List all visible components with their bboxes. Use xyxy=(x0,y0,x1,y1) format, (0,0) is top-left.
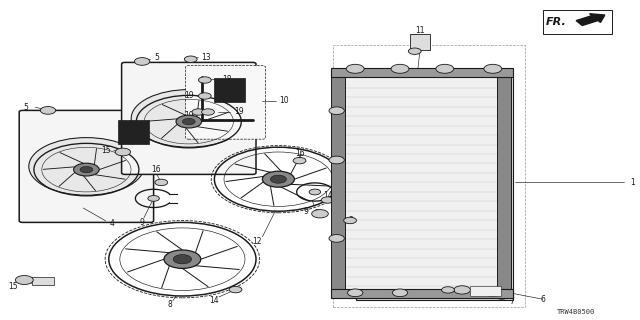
Circle shape xyxy=(262,171,294,187)
Text: 10: 10 xyxy=(279,96,289,105)
Text: 15: 15 xyxy=(8,282,18,291)
Text: 7: 7 xyxy=(509,297,515,306)
Circle shape xyxy=(454,286,470,294)
Text: 14: 14 xyxy=(323,191,333,200)
Text: 17: 17 xyxy=(415,36,425,45)
Text: 16: 16 xyxy=(294,149,305,158)
Bar xyxy=(32,277,54,285)
Text: 9: 9 xyxy=(303,207,308,216)
Circle shape xyxy=(173,255,191,264)
Circle shape xyxy=(309,189,321,195)
Bar xyxy=(543,10,612,34)
Text: 14: 14 xyxy=(209,296,220,305)
Circle shape xyxy=(229,286,242,293)
Circle shape xyxy=(346,64,364,73)
Circle shape xyxy=(164,250,201,268)
Bar xyxy=(497,70,511,294)
Circle shape xyxy=(270,175,287,183)
Text: 9: 9 xyxy=(140,218,145,227)
FancyBboxPatch shape xyxy=(19,110,154,222)
Circle shape xyxy=(484,64,502,73)
Text: TRW4B0500: TRW4B0500 xyxy=(557,309,595,315)
Circle shape xyxy=(80,166,93,173)
Circle shape xyxy=(202,109,214,115)
Circle shape xyxy=(391,64,409,73)
Bar xyxy=(118,120,149,144)
Text: 12: 12 xyxy=(253,237,262,246)
Circle shape xyxy=(312,210,328,218)
Circle shape xyxy=(344,217,356,224)
Circle shape xyxy=(176,115,202,128)
Text: 19: 19 xyxy=(234,108,244,116)
Bar xyxy=(331,68,513,77)
Circle shape xyxy=(436,64,454,73)
Circle shape xyxy=(131,90,246,147)
Circle shape xyxy=(74,163,99,176)
Text: 8: 8 xyxy=(167,300,172,309)
Circle shape xyxy=(155,179,168,186)
Text: 1: 1 xyxy=(630,178,635,187)
Circle shape xyxy=(329,235,344,242)
FancyBboxPatch shape xyxy=(186,66,266,139)
Text: 5: 5 xyxy=(154,53,159,62)
Bar xyxy=(470,286,501,296)
Circle shape xyxy=(184,56,197,62)
Circle shape xyxy=(485,289,500,297)
Text: 19: 19 xyxy=(184,111,194,120)
Circle shape xyxy=(198,93,211,99)
Text: 19: 19 xyxy=(184,92,194,100)
Text: 13: 13 xyxy=(201,53,211,62)
Circle shape xyxy=(29,138,144,195)
Text: FR.: FR. xyxy=(545,17,566,27)
Text: 6: 6 xyxy=(540,295,545,304)
FancyBboxPatch shape xyxy=(122,62,256,174)
Circle shape xyxy=(392,289,408,297)
Bar xyxy=(356,76,513,300)
Bar xyxy=(331,289,513,298)
Circle shape xyxy=(198,77,211,83)
Text: 3: 3 xyxy=(348,216,353,225)
Text: 11: 11 xyxy=(415,26,424,35)
Bar xyxy=(342,70,499,294)
Text: 16: 16 xyxy=(150,165,161,174)
Circle shape xyxy=(182,118,195,125)
Circle shape xyxy=(148,196,159,201)
FancyArrow shape xyxy=(576,14,605,26)
Circle shape xyxy=(293,157,306,164)
Circle shape xyxy=(134,58,150,65)
Circle shape xyxy=(40,107,56,114)
Text: 4: 4 xyxy=(109,220,115,228)
Circle shape xyxy=(321,197,334,203)
Bar xyxy=(214,78,245,102)
Circle shape xyxy=(442,287,454,293)
Text: 18: 18 xyxy=(223,76,232,84)
Circle shape xyxy=(15,276,33,284)
Text: 15: 15 xyxy=(100,146,111,155)
Circle shape xyxy=(408,48,421,54)
Text: 5: 5 xyxy=(23,103,28,112)
Circle shape xyxy=(192,109,205,115)
Bar xyxy=(331,70,345,294)
Circle shape xyxy=(329,156,344,164)
Bar xyxy=(333,45,525,307)
Circle shape xyxy=(329,107,344,115)
Bar xyxy=(410,34,430,50)
Circle shape xyxy=(348,289,363,297)
Text: 2: 2 xyxy=(314,209,319,218)
Circle shape xyxy=(115,148,131,156)
